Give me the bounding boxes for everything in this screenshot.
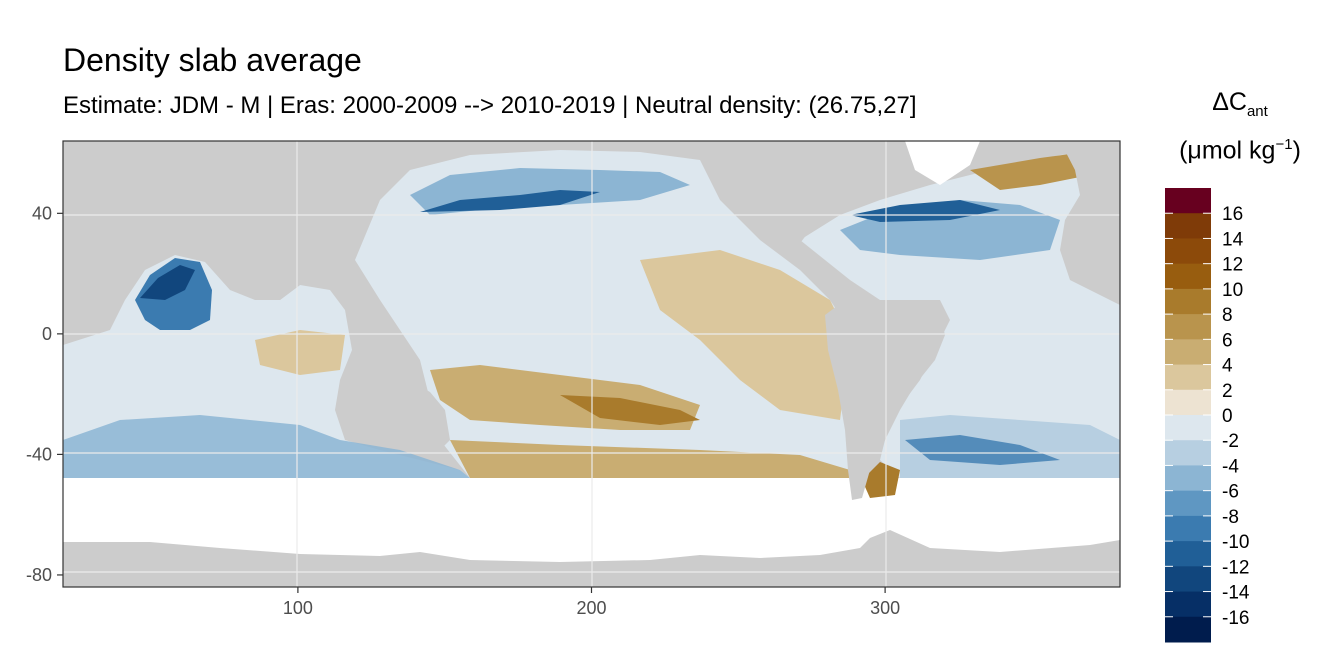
grid-lines (63, 141, 1120, 587)
arabian-sea-core (140, 265, 195, 300)
greenland-no-data (905, 141, 980, 185)
legend-color-step-6 (1165, 339, 1211, 366)
south-pacific-south-band (450, 440, 850, 478)
legend-color-step-1 (1165, 213, 1211, 239)
north-atlantic-tan (970, 150, 1100, 190)
x-tick-label-300: 300 (870, 598, 900, 618)
south-america-landmass (825, 300, 945, 500)
legend-color-step-3 (1165, 263, 1211, 290)
x-tick-label-200: 200 (576, 598, 606, 618)
legend-color-step-15 (1165, 566, 1211, 593)
legend-color-step-5 (1165, 314, 1211, 340)
legend-label-minus4: -4 (1222, 456, 1239, 477)
y-axis: 40 0 -40 -80 (26, 203, 63, 585)
australia-landmass (340, 375, 450, 455)
legend-label-14: 14 (1222, 229, 1244, 250)
legend-title: ΔCant (1150, 88, 1330, 120)
legend-label-minus2: -2 (1222, 431, 1239, 452)
north-atlantic-core (850, 200, 1000, 222)
south-atlantic-core (905, 435, 1060, 465)
legend-color-step-10 (1165, 440, 1211, 466)
legend-label-minus14: -14 (1222, 583, 1250, 604)
bay-of-bengal-tan (255, 330, 345, 375)
color-legend: 16 14 12 10 8 6 4 2 0 -2 -4 -6 -8 -10 -12 -14 -16 (1165, 188, 1250, 643)
legend-label-minus10: -10 (1222, 532, 1249, 553)
legend-label-16: 16 (1222, 204, 1243, 225)
plot-panel (63, 141, 1120, 587)
y-tick-label-minus80: -80 (26, 565, 52, 585)
legend-label-minus8: -8 (1222, 507, 1239, 528)
asia-landmass (63, 141, 420, 330)
legend-unit: (μmol kg−1) (1150, 136, 1330, 165)
legend-title-subscript: ant (1246, 103, 1268, 120)
europe-africa-landmass (1060, 141, 1120, 305)
patagonia-brown (862, 462, 900, 498)
indian-ocean-south-band (63, 415, 470, 478)
x-axis: 100 200 300 (283, 587, 900, 618)
north-america-landmass (720, 141, 920, 250)
legend-label-12: 12 (1222, 255, 1243, 276)
legend-color-step-12 (1165, 490, 1211, 517)
north-pacific-core (420, 190, 600, 212)
legend-color-step-17 (1165, 616, 1211, 643)
legend-unit-exponent: −1 (1275, 136, 1293, 153)
legend-label-0: 0 (1222, 406, 1233, 427)
legend-label-10: 10 (1222, 280, 1243, 301)
legend-color-step-7 (1165, 364, 1211, 391)
legend-unit-suffix: ) (1292, 136, 1301, 165)
legend-color-step-2 (1165, 238, 1211, 265)
legend-color-step-4 (1165, 288, 1211, 315)
y-tick-label-40: 40 (32, 203, 52, 223)
chart-subtitle: Estimate: JDM - M | Eras: 2000-2009 --> … (63, 92, 917, 119)
south-pacific-brown (560, 395, 700, 425)
legend-color-step-0 (1165, 188, 1211, 214)
legend-color-step-14 (1165, 541, 1211, 567)
y-tick-label-0: 0 (42, 324, 52, 344)
east-pacific-tan (640, 250, 850, 420)
legend-label-minus6: -6 (1222, 482, 1239, 503)
y-tick-label-minus40: -40 (26, 444, 52, 464)
legend-label-minus12: -12 (1222, 557, 1249, 578)
legend-color-step-11 (1165, 465, 1211, 492)
legend-label-4: 4 (1222, 356, 1233, 377)
legend-color-step-13 (1165, 515, 1211, 542)
legend-label-6: 6 (1222, 330, 1233, 351)
legend-color-step-16 (1165, 591, 1211, 618)
x-tick-label-100: 100 (283, 598, 313, 618)
legend-label-minus16: -16 (1222, 608, 1249, 629)
legend-color-step-9 (1165, 415, 1211, 441)
legend-title-main: ΔC (1212, 88, 1247, 116)
legend-color-step-8 (1165, 389, 1211, 416)
chart-title: Density slab average (63, 42, 362, 78)
legend-label-2: 2 (1222, 381, 1233, 402)
legend-label-8: 8 (1222, 305, 1233, 326)
legend-unit-prefix: (μmol kg (1179, 136, 1276, 165)
